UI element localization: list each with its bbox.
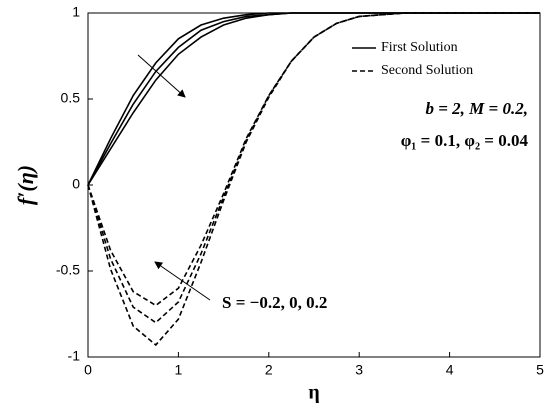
line-curve xyxy=(87,12,540,347)
annotation: b = 2, M = 0.2, xyxy=(426,99,529,118)
y-tick-label: 1 xyxy=(72,4,80,20)
x-tick-label: 5 xyxy=(536,362,544,378)
x-tick-label: 4 xyxy=(446,362,454,378)
legend-label: Second Solution xyxy=(381,63,473,78)
x-axis-label: η xyxy=(308,382,319,404)
y-tick-label: -1 xyxy=(68,348,81,364)
legend-label: First Solution xyxy=(381,40,458,55)
line-curve xyxy=(87,12,540,307)
x-tick-label: 3 xyxy=(355,362,363,378)
x-tick-label: 1 xyxy=(175,362,183,378)
line-curve xyxy=(87,12,540,324)
annotation: S = −0.2, 0, 0.2 xyxy=(222,293,327,312)
y-axis-label: f′(η) xyxy=(13,165,38,205)
y-tick-label: 0.5 xyxy=(61,90,81,106)
x-tick-label: 0 xyxy=(84,362,92,378)
arrow xyxy=(137,54,186,98)
y-tick-label: -0.5 xyxy=(56,262,80,278)
x-tick-label: 2 xyxy=(265,362,273,378)
annotation: φ₁ = 0.1, φ₂ = 0.04 xyxy=(401,131,529,150)
y-tick-label: 0 xyxy=(72,176,80,192)
